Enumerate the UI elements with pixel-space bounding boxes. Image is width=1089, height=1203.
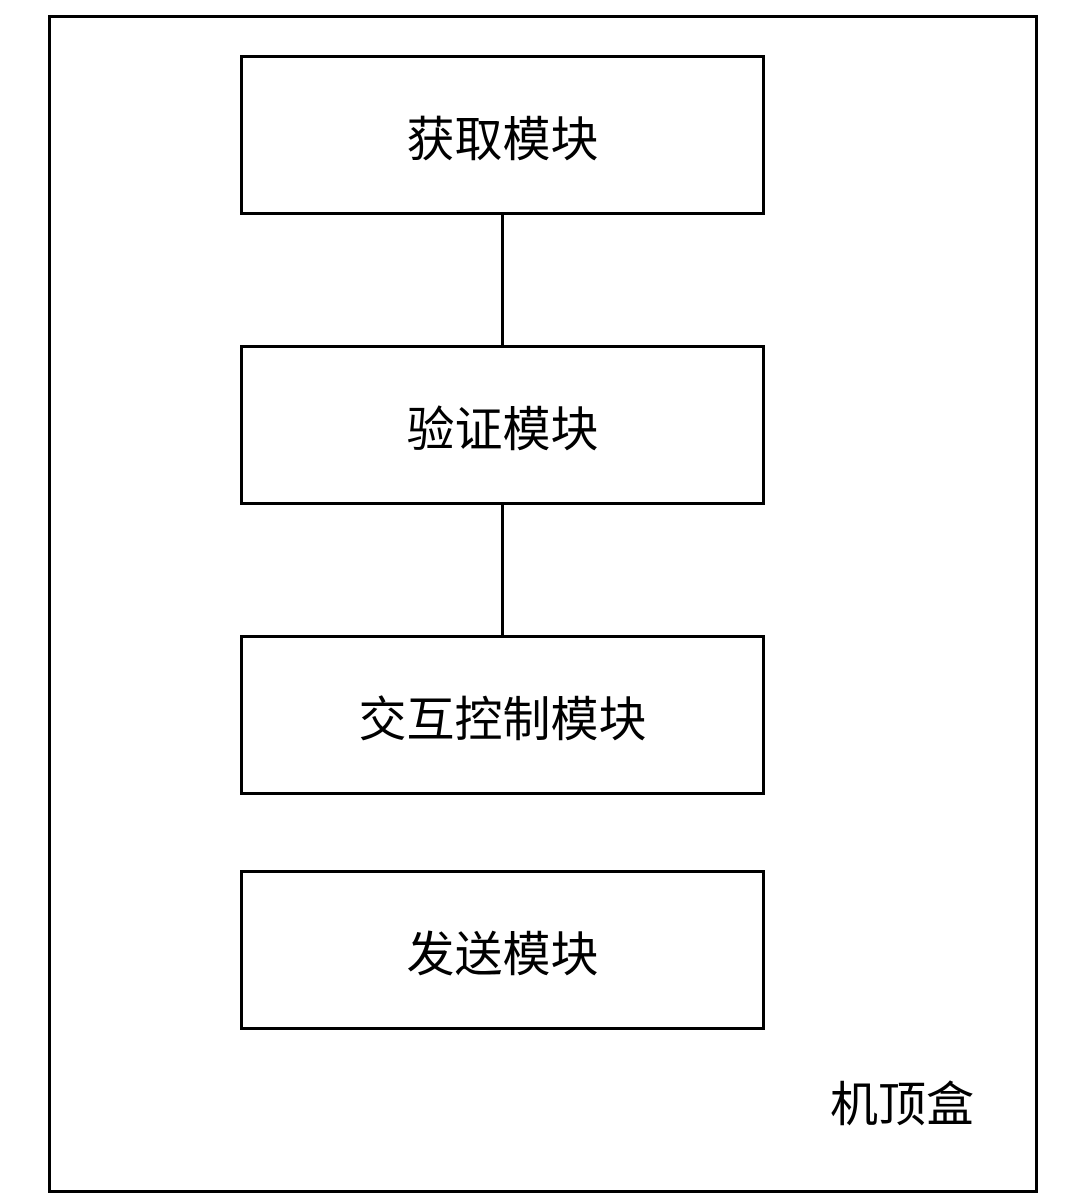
verify-module-label: 验证模块 xyxy=(406,390,598,460)
interaction-module-label: 交互控制模块 xyxy=(358,680,646,750)
connector-2 xyxy=(501,505,504,635)
verify-module-box: 验证模块 xyxy=(240,345,765,505)
acquire-module-label: 获取模块 xyxy=(406,100,598,170)
container-label: 机顶盒 xyxy=(830,1065,974,1135)
connector-1 xyxy=(501,215,504,345)
acquire-module-box: 获取模块 xyxy=(240,55,765,215)
send-module-label: 发送模块 xyxy=(406,915,598,985)
send-module-box: 发送模块 xyxy=(240,870,765,1030)
interaction-module-box: 交互控制模块 xyxy=(240,635,765,795)
